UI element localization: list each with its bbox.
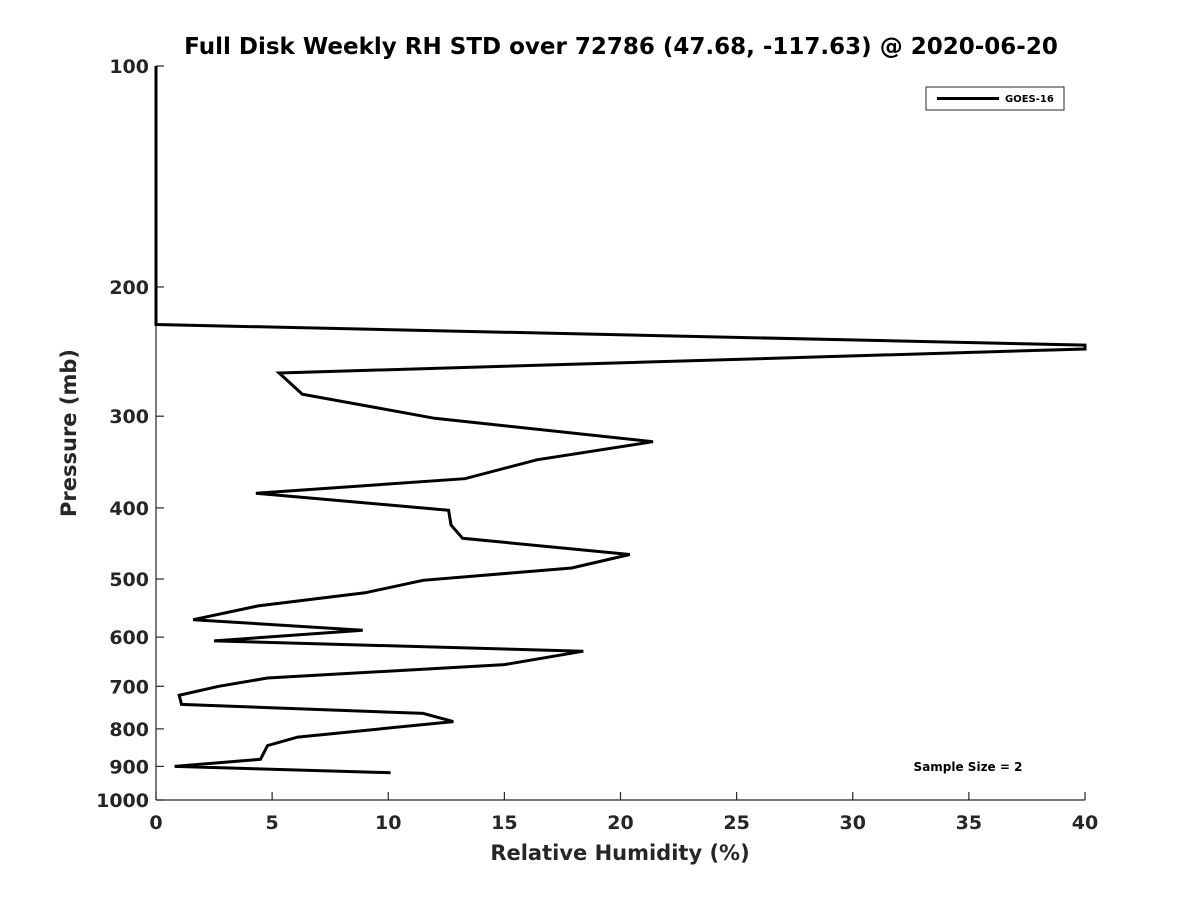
y-axis-label: Pressure (mb)	[57, 349, 81, 517]
x-tick-label: 40	[1072, 812, 1098, 834]
x-axis-label: Relative Humidity (%)	[490, 841, 749, 865]
legend-label-goes-16: GOES-16	[1005, 94, 1054, 105]
x-tick-label: 20	[607, 812, 633, 834]
y-tick-label: 100	[109, 56, 149, 78]
y-tick-label: 500	[109, 569, 149, 591]
y-tick-label: 300	[109, 406, 149, 428]
x-tick-label: 0	[149, 812, 162, 834]
y-tick-label: 400	[109, 498, 149, 520]
x-tick-label: 5	[266, 812, 279, 834]
x-tick-label: 15	[491, 812, 517, 834]
y-tick-label: 200	[109, 277, 149, 299]
x-tick-label: 10	[375, 812, 401, 834]
y-tick-label: 900	[109, 756, 149, 778]
axes	[155, 66, 1085, 801]
x-tick-label: 30	[840, 812, 866, 834]
y-tick-label: 800	[109, 719, 149, 741]
y-ticks: 100 200 300 400 500 600 700 800 900 1000	[96, 56, 164, 812]
x-tick-label: 35	[956, 812, 982, 834]
y-tick-label: 1000	[96, 790, 149, 812]
sample-size-annotation: Sample Size = 2	[914, 760, 1023, 774]
y-tick-label: 600	[109, 627, 149, 649]
y-tick-label: 700	[109, 676, 149, 698]
x-ticks: 0 5 10 15 20 25 30 35 40	[149, 792, 1098, 834]
series-group	[154, 66, 1087, 775]
chart-title: Full Disk Weekly RH STD over 72786 (47.6…	[184, 34, 1058, 60]
series-line-goes-16	[154, 66, 1087, 775]
x-tick-label: 25	[723, 812, 749, 834]
legend: GOES-16	[925, 86, 1065, 111]
